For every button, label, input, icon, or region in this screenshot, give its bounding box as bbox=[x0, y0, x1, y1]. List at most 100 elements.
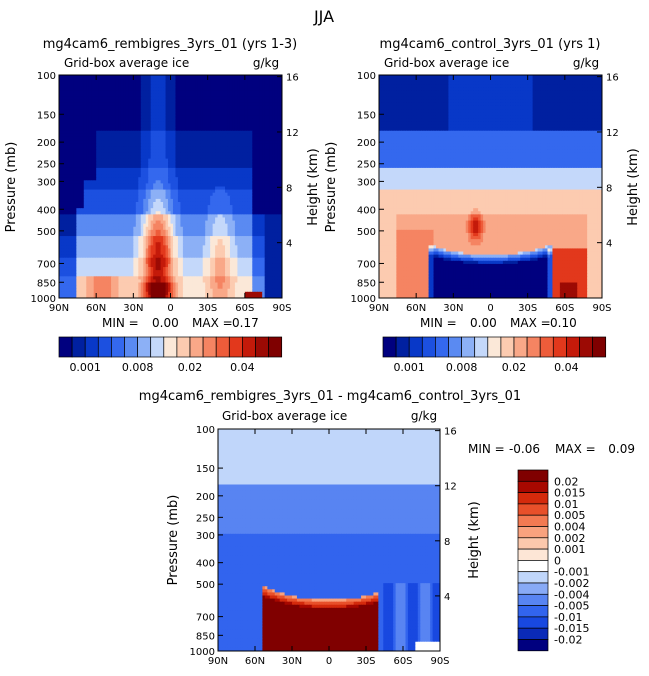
heatmap-cell bbox=[237, 130, 241, 135]
heatmap-cell bbox=[165, 127, 169, 132]
heatmap-cell bbox=[115, 87, 120, 92]
heatmap-cell bbox=[172, 211, 177, 215]
heatmap-cell bbox=[239, 96, 243, 101]
heatmap-cell bbox=[113, 189, 117, 194]
heatmap-cell bbox=[78, 189, 82, 194]
heatmap-cell bbox=[267, 226, 271, 231]
heatmap-cell bbox=[83, 112, 87, 116]
heatmap-cell bbox=[237, 78, 241, 82]
heatmap-cell bbox=[262, 99, 266, 104]
heatmap-cell bbox=[205, 232, 209, 237]
heatmap-cell bbox=[190, 133, 194, 138]
heatmap-cell bbox=[106, 93, 110, 98]
heatmap-cell bbox=[145, 118, 149, 123]
heatmap-cell bbox=[101, 229, 105, 234]
heatmap-cell bbox=[93, 217, 97, 222]
heatmap-cell bbox=[205, 236, 209, 240]
heatmap-cell bbox=[98, 105, 102, 110]
heatmap-cell bbox=[227, 189, 231, 194]
heatmap-cell bbox=[274, 223, 278, 228]
heatmap-cell bbox=[138, 180, 142, 185]
heatmap-cell bbox=[115, 226, 120, 231]
heatmap-cell bbox=[111, 149, 115, 154]
heatmap-cell bbox=[98, 155, 102, 160]
heatmap-cell bbox=[71, 177, 75, 181]
heatmap-cell bbox=[123, 87, 127, 92]
heatmap-cell bbox=[81, 208, 85, 212]
heatmap-cell bbox=[143, 140, 147, 144]
heatmap-cell bbox=[180, 220, 184, 225]
heatmap-cell bbox=[172, 96, 177, 101]
heatmap-cell bbox=[207, 121, 211, 126]
heatmap-cell bbox=[262, 164, 266, 169]
heatmap-cell bbox=[215, 223, 219, 228]
heatmap-cell bbox=[168, 99, 172, 104]
heatmap-cell bbox=[150, 220, 154, 225]
heatmap-cell bbox=[76, 223, 80, 228]
heatmap-cell bbox=[279, 177, 282, 181]
heatmap-cell bbox=[262, 236, 266, 240]
heatmap-cell bbox=[165, 118, 169, 123]
heatmap-cell bbox=[222, 146, 226, 150]
heatmap-cell bbox=[83, 195, 87, 200]
heatmap-cell bbox=[98, 245, 102, 250]
heatmap-cell bbox=[103, 245, 107, 250]
heatmap-cell bbox=[76, 167, 80, 172]
heatmap-cell bbox=[227, 115, 231, 119]
heatmap-cell bbox=[125, 143, 129, 147]
heatmap-cell bbox=[106, 214, 110, 219]
heatmap-cell bbox=[252, 90, 256, 95]
heatmap-cell bbox=[244, 186, 248, 191]
heatmap-cell bbox=[277, 198, 281, 203]
heatmap-cell bbox=[115, 105, 120, 110]
heatmap-cell bbox=[225, 192, 229, 197]
heatmap-cell bbox=[197, 208, 201, 212]
heatmap-cell bbox=[215, 180, 219, 185]
heatmap-cell bbox=[68, 155, 72, 160]
heatmap-cell bbox=[272, 130, 276, 135]
heatmap-cell bbox=[61, 217, 65, 222]
heatmap-cell bbox=[237, 208, 241, 212]
heatmap-cell bbox=[274, 217, 278, 222]
heatmap-cell bbox=[227, 232, 231, 237]
heatmap-cell bbox=[232, 239, 236, 243]
heatmap-cell bbox=[274, 174, 278, 178]
heatmap-cell bbox=[192, 167, 196, 172]
heatmap-cell bbox=[272, 161, 276, 166]
heatmap-cell bbox=[175, 149, 179, 154]
heatmap-cell bbox=[257, 195, 261, 200]
heatmap-cell bbox=[81, 205, 85, 209]
heatmap-cell bbox=[123, 155, 127, 160]
heatmap-cell bbox=[138, 174, 142, 178]
heatmap-cell bbox=[232, 146, 236, 150]
heatmap-cell bbox=[274, 87, 278, 92]
heatmap-cell bbox=[63, 136, 68, 141]
heatmap-cell bbox=[210, 99, 214, 104]
heatmap-cell bbox=[71, 78, 75, 82]
heatmap-cell bbox=[252, 115, 256, 119]
heatmap-cell bbox=[91, 146, 95, 150]
heatmap-cell bbox=[259, 112, 263, 116]
heatmap-cell bbox=[277, 201, 281, 206]
heatmap-cell bbox=[138, 171, 142, 175]
heatmap-cell bbox=[111, 75, 115, 79]
heatmap-cell bbox=[272, 229, 276, 234]
heatmap-cell bbox=[148, 214, 152, 219]
heatmap-cell bbox=[247, 143, 251, 147]
heatmap-cell bbox=[91, 177, 95, 181]
heatmap-cell bbox=[125, 127, 129, 132]
heatmap-cell bbox=[247, 152, 251, 157]
heatmap-cell bbox=[249, 236, 253, 240]
heatmap-cell bbox=[264, 229, 268, 234]
heatmap-cell bbox=[165, 143, 169, 147]
heatmap-cell bbox=[262, 96, 266, 101]
heatmap-cell bbox=[133, 99, 137, 104]
heatmap-cell bbox=[190, 115, 194, 119]
heatmap-cell bbox=[138, 127, 142, 132]
heatmap-cell bbox=[249, 127, 253, 132]
heatmap-cell bbox=[180, 167, 184, 172]
heatmap-cell bbox=[249, 136, 253, 141]
heatmap-cell bbox=[78, 121, 82, 126]
heatmap-cell bbox=[229, 87, 234, 92]
heatmap-cell bbox=[81, 152, 85, 157]
